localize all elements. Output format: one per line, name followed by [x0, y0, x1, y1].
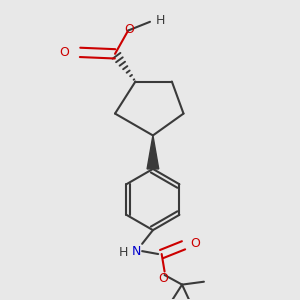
- Text: N: N: [132, 244, 142, 258]
- Polygon shape: [147, 135, 159, 169]
- Text: H: H: [119, 246, 128, 259]
- Text: O: O: [158, 272, 168, 285]
- Text: O: O: [190, 237, 200, 250]
- Text: O: O: [59, 46, 69, 59]
- Text: H: H: [155, 14, 165, 27]
- Text: O: O: [125, 22, 134, 36]
